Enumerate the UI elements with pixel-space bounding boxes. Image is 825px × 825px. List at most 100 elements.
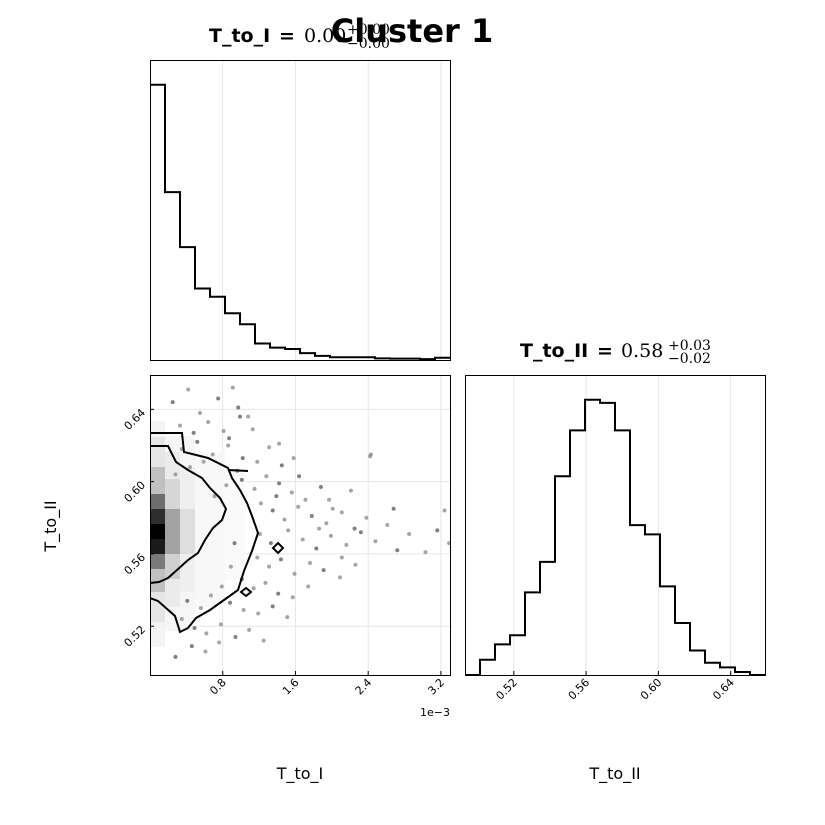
scatter-point [170,400,175,405]
panel-title-t-to-i-equals: = [279,25,295,47]
panel-title-t-to-ii-value: 0.58 [621,340,663,362]
scatter-point [324,521,329,526]
scatter-point [330,506,335,511]
x-tick-label: 0.52 [493,676,520,703]
panel-frame [465,375,766,676]
scatter-point [255,555,260,560]
panel-frame [150,60,451,361]
scatter-point [339,510,344,515]
x-offset-label: 1e−3 [420,706,450,719]
scatter-point [221,429,226,434]
scatter-point [233,635,238,640]
scatter-point [219,584,224,589]
scatter-point [435,528,440,533]
y-tick-label: 0.52 [122,623,149,650]
density-cell [150,509,165,524]
scatter-point [352,526,357,531]
scatter-point [226,443,231,448]
scatter-point [191,430,196,435]
scatter-point [270,508,275,513]
scatter-point [290,595,295,600]
scatter-point [224,483,229,488]
scatter-point [282,517,287,522]
scatter-point [264,474,269,479]
scatter-point [321,568,326,573]
scatter-point [447,541,450,546]
scatter-point [385,523,390,527]
scatter-point [252,486,257,491]
scatter-point [353,562,358,567]
x-tick-labels: 0.8 1.6 2.4 3.2 [207,671,447,697]
scatter-point [217,640,222,645]
scatter-point [246,414,251,419]
panel-title-t-to-i-minus: −0.00 [347,36,390,52]
scatter-point [216,396,221,401]
density-cells [150,421,245,647]
density-cell [150,494,165,509]
scatter-point [308,560,312,565]
panel-frame [150,375,451,676]
scatter-point [368,454,372,459]
x-tick-label: 0.60 [638,676,665,703]
density-cell [195,452,225,607]
scatter-point [256,611,261,616]
joint-density-panel: 0.8 1.6 2.4 3.2 0.52 0.56 0.60 0.64 1e−3 [122,375,451,719]
scatter-point [185,598,190,603]
scatter-point [296,504,301,509]
panel-title-t-to-ii-equals: = [597,340,613,362]
x-tick-label: 3.2 [425,676,447,698]
contour-outer [150,432,260,634]
scatter-point [317,526,322,531]
scatter-point [328,533,333,538]
y-tick-label: 0.64 [122,406,149,433]
scatter-point [206,419,211,424]
y-axis-label-t-to-ii: T_to_II [41,500,61,552]
scatter-point [268,541,273,546]
scatter-point [238,414,242,419]
scatter-point [250,427,255,432]
scatter-point [241,607,246,612]
scatter-point [309,513,314,518]
scatter-point [339,555,344,560]
scatter-point [291,456,296,461]
scatter-point [178,423,182,428]
x-tick-label: 1.6 [280,676,302,698]
scatter-point [348,488,353,493]
scatter-point [292,571,297,576]
x-tick-label: 0.56 [566,676,593,703]
scatter-point [173,654,178,659]
scatter-point [373,539,378,544]
scatter-point [407,532,412,537]
scatter-point [258,501,263,506]
contour-lines [150,432,285,634]
scatter-point [218,622,223,627]
histogram-panel-t-to-ii: 0.52 0.56 0.60 0.64 [465,375,766,702]
density-cell [225,470,245,580]
scatter-point [306,584,311,589]
panel-title-t-to-i-plus: +0.00 [347,22,390,38]
x-axis-label-t-to-ii: T_to_II [588,764,640,784]
scatter-point [201,459,206,464]
density-cell [165,509,180,554]
scatter-point [279,463,284,468]
scatter-point [186,387,191,392]
scatter-point [338,575,342,580]
scatter-point [303,497,308,502]
histogram-line [465,398,765,676]
panel-title-t-to-ii: T_to_II = 0.58 +0.03 −0.02 [520,338,711,367]
histogram-steps [465,398,765,676]
scatter-point [179,616,184,621]
scatter-point [423,550,428,555]
scatter-point [236,405,241,410]
y-tick-label: 0.60 [122,479,149,506]
panel-title-t-to-ii-minus: −0.02 [668,351,711,367]
density-cell [150,554,165,569]
scatter-point [364,515,369,520]
scatter-point [297,474,302,479]
scatter-point [300,537,305,542]
scatter-point [232,541,237,546]
scatter-point [247,627,252,632]
histogram-panel-t-to-i [150,60,451,361]
density-cell [150,539,165,554]
scatter-point [276,591,281,596]
